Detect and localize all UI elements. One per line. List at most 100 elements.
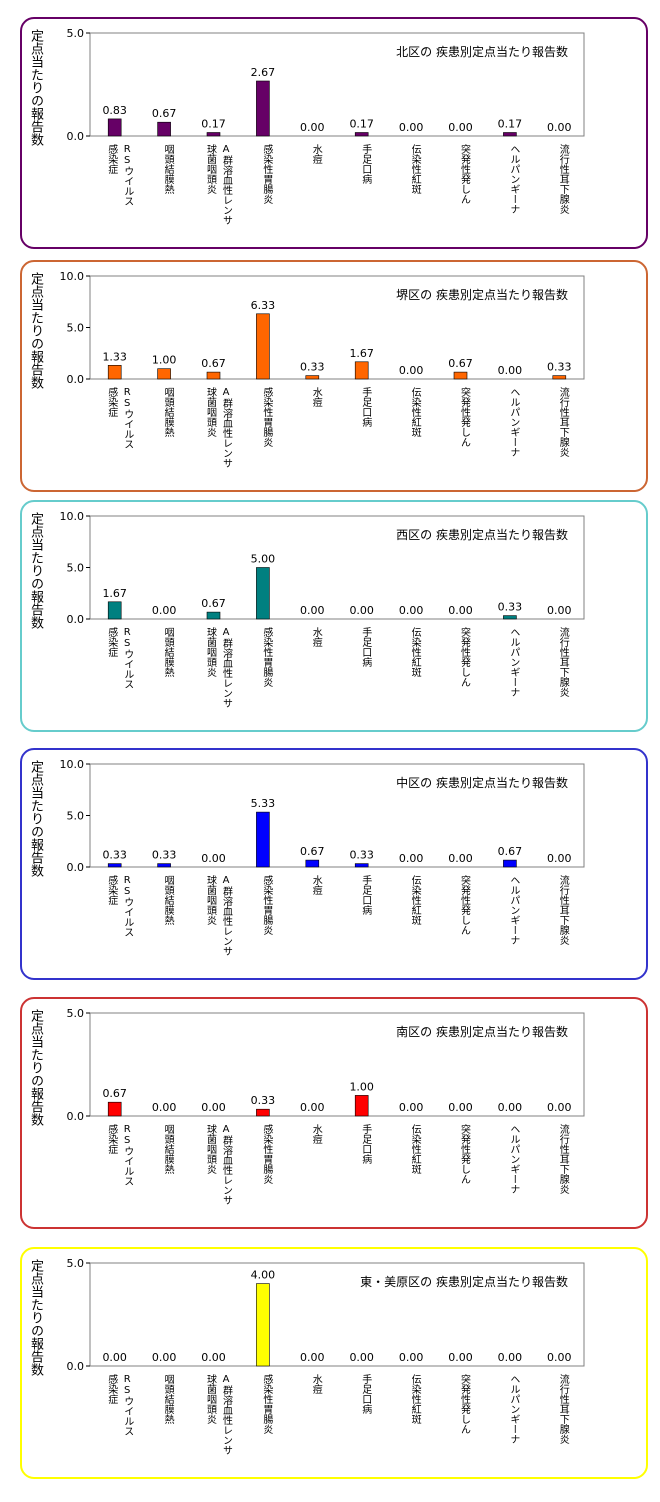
category-label: 感染性胃腸炎: [260, 875, 272, 935]
category-label: 手足口病: [359, 1124, 371, 1164]
category-label: 手足口病: [359, 875, 371, 915]
category-label: 咽頭結膜熱: [162, 387, 174, 437]
data-label: 1.67: [102, 587, 127, 600]
bar-chart-svg: 0.0 5.0 10.0 0.33 0.33 0.00 5.33 0.67 0.33 0.00 0.…: [60, 758, 585, 874]
plot-area: [89, 32, 585, 137]
data-label: 0.00: [201, 1351, 226, 1364]
y-axis-label: 定点当たりの報告数: [28, 1259, 43, 1376]
data-label: 0.00: [547, 121, 572, 134]
category-label: 感染性胃腸炎: [260, 387, 272, 447]
bar: [354, 1095, 369, 1117]
y-axis-label: 定点当たりの報告数: [28, 29, 43, 146]
category-label: 感染性胃腸炎: [260, 1124, 272, 1184]
category-label: 突発性発しん: [458, 875, 470, 935]
bar: [503, 132, 517, 137]
category-label: 流行性耳下腺炎: [557, 144, 569, 214]
data-label: 0.67: [201, 357, 226, 370]
category-label: 感染症: [105, 1124, 117, 1154]
data-label: 0.00: [349, 1351, 374, 1364]
data-label: 0.00: [448, 1101, 473, 1114]
category-label: 水痘: [310, 875, 322, 895]
data-label: 0.00: [498, 1101, 523, 1114]
bar: [453, 371, 468, 380]
data-label: 0.17: [349, 117, 374, 130]
bar: [552, 375, 567, 380]
y-tick-label: 5.0: [67, 810, 85, 823]
bar: [354, 361, 369, 380]
bar-chart-svg: 0.0 5.0 10.0 1.33 1.00 0.67 6.33 0.33 1.67 0.00 0.…: [60, 270, 585, 386]
data-label: 0.00: [448, 121, 473, 134]
category-label: 突発性発しん: [458, 1124, 470, 1184]
plot-area: [89, 275, 585, 380]
data-label: 0.00: [547, 1351, 572, 1364]
data-label: 0.67: [300, 845, 325, 858]
data-label: 5.00: [251, 553, 276, 566]
category-label: 感染性胃腸炎: [260, 627, 272, 687]
y-tick-label: 5.0: [67, 562, 85, 575]
bar-chart-svg: 0.0 5.0 0.00 0.00 0.00 4.00 0.00 0.00 0.00 0.00 0.…: [67, 1257, 585, 1373]
y-tick-label: 5.0: [67, 27, 85, 40]
category-label: A群溶血性レンサ: [220, 875, 232, 956]
category-label: 球菌咽頭炎: [204, 144, 216, 194]
category-label: 伝染性紅斑: [409, 627, 421, 677]
category-label: 流行性耳下腺炎: [557, 1374, 569, 1444]
category-label: 水痘: [310, 1374, 322, 1394]
category-label: RSウイルス: [121, 387, 133, 449]
bar: [256, 1108, 270, 1117]
bar: [107, 601, 122, 620]
category-label: 手足口病: [359, 627, 371, 667]
chart-title: 堺区の 疾患別定点当たり報告数: [396, 288, 568, 302]
data-label: 5.33: [251, 797, 276, 810]
y-tick-label: 0.0: [67, 861, 85, 874]
data-label: 0.00: [498, 1351, 523, 1364]
bar-chart-svg: 0.0 5.0 10.0 1.67 0.00 0.67 5.00 0.00 0.00 0.00 0.…: [60, 510, 585, 626]
data-label: 0.00: [399, 852, 424, 865]
data-label: 0.00: [349, 604, 374, 617]
data-label: 0.17: [498, 117, 523, 130]
y-tick-label: 5.0: [67, 1257, 85, 1270]
data-label: 0.00: [399, 364, 424, 377]
category-label: RSウイルス: [121, 144, 133, 206]
bar: [256, 811, 270, 868]
data-label: 0.00: [547, 852, 572, 865]
chart-title: 北区の 疾患別定点当たり報告数: [396, 45, 568, 59]
category-label: 咽頭結膜熱: [162, 1124, 174, 1174]
data-label: 0.00: [201, 1101, 226, 1114]
category-label: 咽頭結膜熱: [162, 627, 174, 677]
bar: [107, 1101, 122, 1117]
bar: [107, 863, 122, 868]
chart-title: 東・美原区の 疾患別定点当たり報告数: [360, 1275, 568, 1289]
data-label: 0.00: [399, 1101, 424, 1114]
y-tick-label: 5.0: [67, 322, 85, 335]
bar: [157, 121, 171, 137]
chart-title: 西区の 疾患別定点当たり報告数: [396, 528, 568, 542]
category-label: 球菌咽頭炎: [204, 1124, 216, 1174]
category-label: 伝染性紅斑: [409, 144, 421, 194]
bar: [107, 118, 122, 137]
category-label: 球菌咽頭炎: [204, 387, 216, 437]
category-label: ヘルパンギーナ: [507, 1124, 519, 1194]
data-label: 0.00: [201, 852, 226, 865]
bar: [107, 365, 122, 380]
data-label: 0.67: [152, 107, 177, 120]
category-label: 咽頭結膜熱: [162, 1374, 174, 1424]
data-label: 4.00: [251, 1269, 276, 1282]
y-tick-label: 0.0: [67, 1110, 85, 1123]
data-label: 0.00: [102, 1351, 127, 1364]
category-label: 突発性発しん: [458, 627, 470, 687]
category-label: 感染症: [105, 627, 117, 657]
category-label: 感染性胃腸炎: [260, 144, 272, 204]
data-label: 0.33: [251, 1094, 276, 1107]
category-label: RSウイルス: [121, 1124, 133, 1186]
data-label: 0.33: [300, 361, 325, 374]
category-label: 伝染性紅斑: [409, 387, 421, 437]
data-label: 1.67: [349, 347, 374, 360]
y-axis-label: 定点当たりの報告数: [28, 272, 43, 389]
bar: [206, 371, 221, 380]
plot-area: [89, 1012, 585, 1117]
bar-chart-svg: 0.0 5.0 0.67 0.00 0.00 0.33 0.00 1.00 0.00 0.00 0.…: [67, 1007, 585, 1123]
data-label: 0.00: [498, 364, 523, 377]
category-label: 水痘: [310, 1124, 322, 1144]
data-label: 0.33: [102, 849, 127, 862]
category-label: 球菌咽頭炎: [204, 875, 216, 925]
